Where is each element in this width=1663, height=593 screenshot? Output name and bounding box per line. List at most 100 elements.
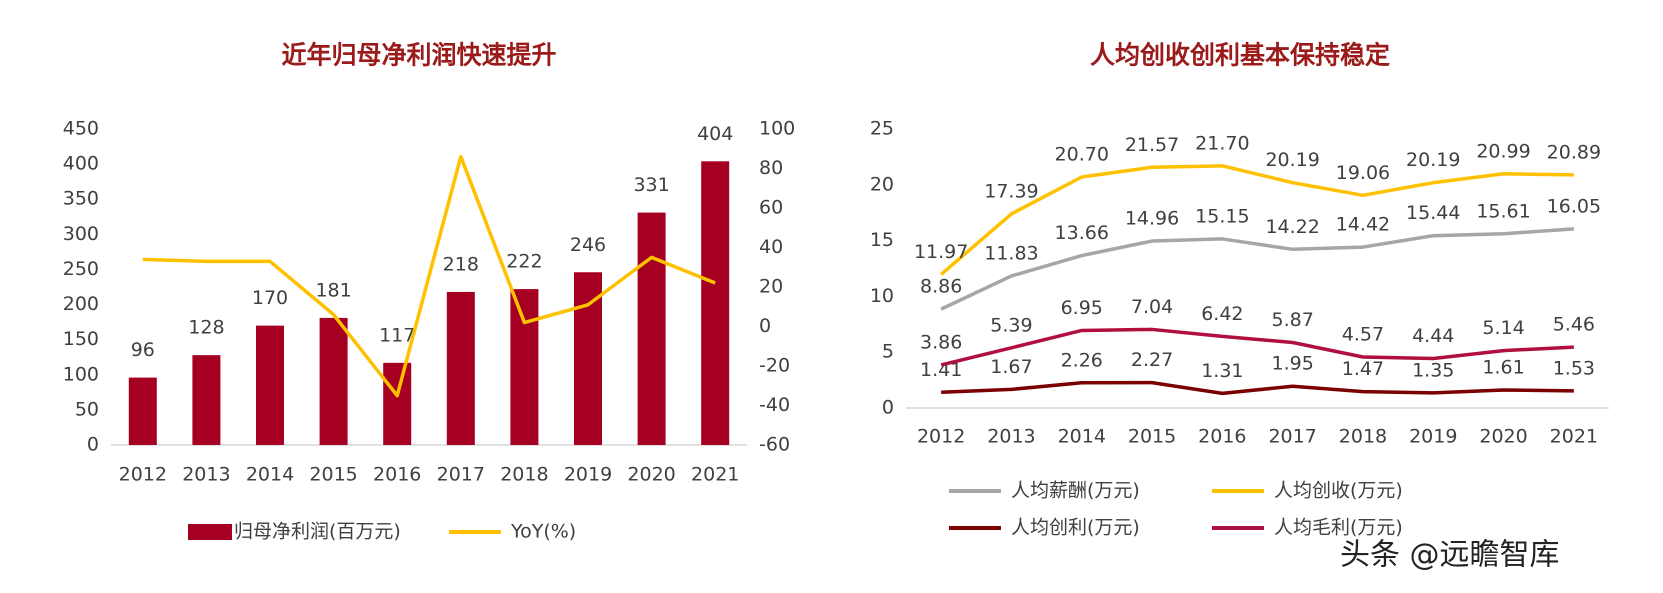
y-tick-label: 15 — [870, 229, 894, 251]
x-tick-label: 2018 — [500, 464, 548, 486]
line — [941, 380, 1574, 396]
y-tick-label: 20 — [870, 173, 894, 195]
data-label: 17.39 — [984, 180, 1038, 202]
bar — [383, 362, 412, 445]
data-label: 222 — [506, 251, 542, 273]
line — [940, 164, 1574, 276]
data-label: 14.42 — [1336, 214, 1390, 236]
y-tick-label: 10 — [870, 285, 894, 307]
data-label: 6.95 — [1061, 297, 1103, 319]
data-label: 1.53 — [1553, 357, 1595, 379]
legend-swatch — [188, 524, 232, 540]
legend-label: 人均薪酬(万元) — [1011, 480, 1140, 502]
data-label: 181 — [315, 279, 351, 301]
line — [940, 327, 1574, 367]
x-tick-label: 2016 — [1198, 426, 1246, 448]
x-tick-label: 2012 — [119, 464, 167, 486]
y-tick-label: 5 — [882, 341, 894, 363]
bar — [637, 212, 666, 445]
y-tick-label: 50 — [75, 398, 99, 420]
data-label: 2.26 — [1061, 349, 1103, 371]
data-label: 170 — [252, 287, 288, 309]
y2-tick-label: 60 — [759, 197, 783, 219]
y2-tick-label: 40 — [759, 236, 783, 258]
y2-tick-label: -20 — [759, 355, 790, 377]
x-tick-label: 2013 — [182, 464, 230, 486]
data-label: 5.39 — [990, 314, 1032, 336]
bar — [256, 325, 284, 445]
y-tick-label: 400 — [63, 153, 99, 175]
data-label: 19.06 — [1336, 162, 1390, 184]
x-tick-label: 2020 — [1479, 426, 1527, 448]
x-tick-label: 2017 — [437, 464, 485, 486]
data-label: 13.66 — [1055, 222, 1109, 244]
x-tick-label: 2019 — [1409, 426, 1457, 448]
line — [940, 227, 1574, 311]
y-tick-label: 25 — [870, 118, 894, 140]
data-label: 20.19 — [1406, 149, 1460, 171]
data-label: 1.61 — [1482, 357, 1524, 379]
data-label: 1.67 — [990, 356, 1032, 378]
y-tick-label: 200 — [63, 293, 99, 315]
line — [142, 154, 716, 398]
y2-tick-label: 20 — [759, 276, 783, 298]
bar — [701, 161, 730, 445]
bar — [446, 291, 475, 445]
data-label: 14.96 — [1125, 208, 1179, 230]
chart-title: 近年归母净利润快速提升 — [281, 41, 556, 70]
data-label: 15.44 — [1406, 202, 1460, 224]
y-tick-label: 300 — [63, 223, 99, 245]
x-tick-label: 2015 — [309, 464, 357, 486]
data-label: 21.57 — [1125, 134, 1179, 156]
x-tick-label: 2013 — [987, 426, 1035, 448]
x-tick-label: 2014 — [1058, 426, 1106, 448]
y2-tick-label: -60 — [759, 434, 790, 456]
x-tick-label: 2017 — [1268, 426, 1316, 448]
data-label: 246 — [570, 234, 606, 256]
data-label: 21.70 — [1195, 132, 1249, 154]
x-tick-label: 2020 — [627, 464, 675, 486]
chart-title: 人均创收创利基本保持稳定 — [1090, 41, 1390, 70]
data-label: 6.42 — [1201, 303, 1243, 325]
y-tick-label: 150 — [63, 328, 99, 350]
y2-tick-label: 100 — [759, 118, 795, 140]
data-label: 11.83 — [984, 242, 1038, 264]
data-label: 14.22 — [1265, 216, 1319, 238]
data-label: 1.47 — [1342, 358, 1384, 380]
bar — [319, 317, 348, 445]
data-label: 1.95 — [1271, 353, 1313, 375]
data-label: 404 — [697, 123, 733, 145]
bar — [192, 355, 221, 445]
y-tick-label: 450 — [63, 118, 99, 140]
data-label: 11.97 — [914, 241, 968, 263]
data-label: 3.86 — [920, 331, 962, 353]
data-label: 8.86 — [920, 276, 962, 298]
data-label: 96 — [131, 339, 155, 361]
data-label: 20.70 — [1055, 143, 1109, 165]
bar — [510, 289, 539, 445]
legend-label: 人均毛利(万元) — [1274, 517, 1403, 539]
data-label: 15.61 — [1476, 200, 1530, 222]
y-tick-label: 100 — [63, 363, 99, 385]
y-tick-label: 250 — [63, 258, 99, 280]
data-label: 20.89 — [1547, 141, 1601, 163]
data-label: 5.87 — [1271, 309, 1313, 331]
data-label: 1.35 — [1412, 359, 1454, 381]
data-label: 2.27 — [1131, 349, 1173, 371]
legend-label: 归母净利润(百万元) — [234, 521, 401, 543]
data-label: 16.05 — [1547, 195, 1601, 217]
data-label: 20.99 — [1476, 140, 1530, 162]
x-tick-label: 2016 — [373, 464, 421, 486]
x-tick-label: 2021 — [691, 464, 739, 486]
x-tick-label: 2015 — [1128, 426, 1176, 448]
data-label: 7.04 — [1131, 296, 1173, 318]
data-label: 117 — [379, 324, 415, 346]
legend-label: 人均创收(万元) — [1274, 480, 1403, 502]
data-label: 4.57 — [1342, 323, 1384, 345]
data-label: 1.41 — [920, 359, 962, 381]
data-label: 15.15 — [1195, 205, 1249, 227]
data-label: 20.19 — [1265, 149, 1319, 171]
bar — [128, 377, 157, 445]
data-label: 218 — [443, 253, 479, 275]
y2-tick-label: -40 — [759, 394, 790, 416]
